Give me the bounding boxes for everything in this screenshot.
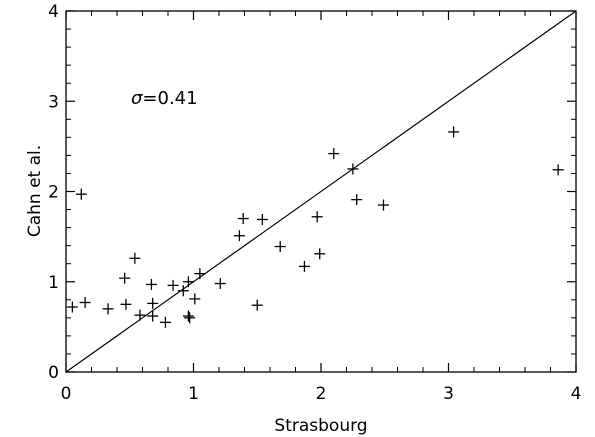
- data-point: [347, 163, 359, 175]
- data-point: [75, 188, 87, 200]
- y-tick-label: 2: [48, 183, 59, 203]
- y-tick-label: 0: [48, 363, 59, 383]
- data-point: [314, 248, 326, 260]
- sigma-value: =0.41: [142, 88, 197, 109]
- data-point: [233, 230, 245, 242]
- data-point: [184, 312, 196, 324]
- data-point: [274, 241, 286, 253]
- data-point: [552, 164, 564, 176]
- data-point: [194, 268, 206, 280]
- x-axis-label: Strasbourg: [274, 416, 367, 436]
- data-point: [328, 148, 340, 160]
- data-point: [66, 301, 78, 313]
- data-point: [102, 303, 114, 315]
- axis-ticks: [65, 10, 577, 373]
- sigma-annotation: σ=0.41: [131, 88, 198, 109]
- x-tick-label: 2: [316, 384, 327, 404]
- y-tick-label: 3: [48, 92, 59, 112]
- data-point: [134, 309, 146, 321]
- data-points: [66, 126, 564, 328]
- data-point: [237, 213, 249, 225]
- data-point: [120, 298, 132, 310]
- data-point: [298, 260, 310, 272]
- data-point: [351, 194, 363, 206]
- data-point: [147, 297, 159, 309]
- y-tick-label: 4: [48, 2, 59, 22]
- data-point: [147, 310, 159, 322]
- data-point: [145, 278, 157, 290]
- y-tick-label: 1: [48, 273, 59, 293]
- data-point: [182, 276, 194, 288]
- identity-reference-line: [65, 10, 577, 373]
- data-point: [256, 213, 268, 225]
- y-axis-label: Cahn et al.: [25, 145, 45, 237]
- data-point: [448, 126, 460, 138]
- data-point: [182, 310, 194, 322]
- data-point: [129, 252, 141, 264]
- x-tick-label: 1: [188, 384, 199, 404]
- x-tick-label: 4: [571, 384, 582, 404]
- data-point: [377, 199, 389, 211]
- sigma-symbol: σ: [131, 88, 143, 109]
- tick-labels: 0 1 2 3 4 0 1 2 3 4: [48, 2, 581, 404]
- data-point: [119, 272, 131, 284]
- x-tick-label: 3: [443, 384, 454, 404]
- data-point: [189, 293, 201, 305]
- data-point: [251, 299, 263, 311]
- data-point: [167, 279, 179, 291]
- data-point: [177, 285, 189, 297]
- data-point: [214, 278, 226, 290]
- x-tick-label: 0: [61, 384, 72, 404]
- data-point: [159, 316, 171, 328]
- data-point: [79, 297, 91, 309]
- data-point: [311, 211, 323, 223]
